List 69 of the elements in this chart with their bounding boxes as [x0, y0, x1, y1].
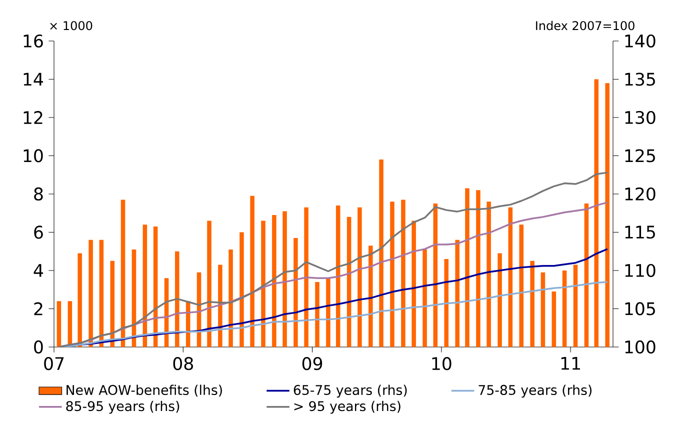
- bar: [379, 160, 384, 347]
- bar: [304, 207, 308, 347]
- bar: [508, 207, 513, 347]
- bar: [498, 253, 502, 347]
- x-tick-label: 11: [561, 357, 580, 370]
- legend-label: 75-85 years (rhs): [478, 384, 592, 398]
- y-tick-label: 16: [24, 34, 43, 48]
- bar: [207, 220, 212, 347]
- x-tick-label: 10: [432, 357, 452, 370]
- bar: [540, 272, 546, 347]
- y-tick-label: 14: [24, 72, 44, 86]
- y2-tick-label: 120: [625, 187, 656, 201]
- legend-label: > 95 years (rhs): [294, 400, 400, 414]
- bar: [465, 188, 470, 347]
- y2-tick-label: 135: [625, 72, 655, 86]
- bar: [594, 79, 599, 347]
- y-tick-label: 8: [34, 187, 43, 201]
- bar: [605, 83, 610, 347]
- bar: [455, 240, 460, 347]
- bar: [78, 253, 82, 347]
- bar: [326, 278, 330, 347]
- bar: [282, 211, 287, 347]
- bar: [401, 200, 406, 347]
- bar: [573, 264, 578, 347]
- bar: [422, 249, 427, 347]
- bar: [174, 251, 180, 347]
- bar: [228, 249, 233, 347]
- bar: [530, 260, 534, 347]
- bar: [390, 202, 394, 347]
- y-tick-label: 4: [34, 264, 44, 277]
- bar: [476, 190, 480, 347]
- y-tick-label: 10: [24, 149, 43, 162]
- bar: [552, 292, 556, 347]
- bar: [250, 196, 254, 347]
- y-tick-label: 6: [34, 226, 43, 239]
- bar: [368, 246, 373, 347]
- bar: [562, 270, 567, 347]
- bar: [315, 282, 320, 347]
- y-axis-title: × 1000: [50, 21, 92, 30]
- bar: [519, 224, 524, 347]
- legend-label: New AOW-benefits (lhs): [66, 384, 222, 397]
- x-tick-label: 09: [302, 357, 322, 370]
- legend-label: 85-95 years (rhs): [66, 400, 180, 414]
- bar: [358, 207, 362, 347]
- y-tick-label: 2: [34, 302, 42, 316]
- y2-tick-label: 105: [625, 302, 655, 316]
- y2-axis-title: Index 2007=100: [536, 20, 634, 30]
- bar: [56, 301, 62, 347]
- y2-tick-label: 100: [625, 340, 656, 354]
- y2-tick-label: 130: [625, 110, 656, 124]
- bar: [412, 220, 416, 347]
- bar: [272, 215, 276, 347]
- x-tick-label: 08: [173, 357, 193, 370]
- y2-tick-label: 140: [625, 34, 656, 48]
- bar: [294, 238, 298, 347]
- bar: [584, 204, 589, 347]
- legend-label: 65-75 years (rhs): [294, 384, 407, 398]
- bar: [88, 240, 93, 347]
- y-tick-label: 12: [24, 111, 42, 124]
- y2-tick-label: 115: [625, 226, 655, 239]
- y-tick-label: 0: [34, 340, 43, 354]
- bar: [444, 259, 448, 347]
- bar: [120, 200, 126, 347]
- y2-tick-label: 125: [625, 149, 655, 162]
- y2-tick-label: 110: [625, 264, 656, 278]
- bar: [261, 220, 266, 347]
- bar: [240, 232, 244, 347]
- bar: [486, 202, 491, 347]
- x-tick-label: 07: [44, 357, 64, 370]
